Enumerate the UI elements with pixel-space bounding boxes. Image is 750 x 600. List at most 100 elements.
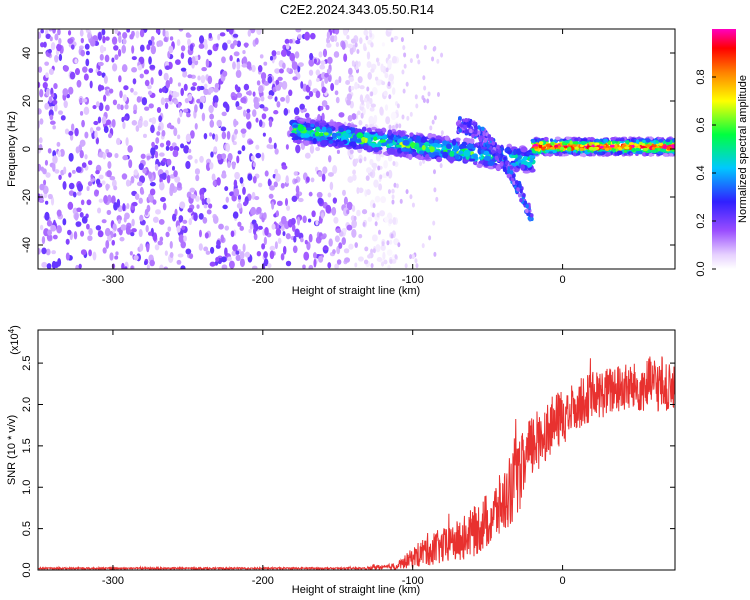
spectrogram-cell — [516, 148, 522, 156]
spectrogram-cell — [122, 31, 128, 39]
spectrogram-cell — [572, 141, 579, 145]
spectrogram-cell — [382, 251, 386, 260]
spectrogram-cell — [370, 263, 374, 269]
spectrogram-cell — [367, 216, 373, 222]
spectrogram-cell — [528, 154, 536, 159]
spectrogram-cell — [149, 188, 156, 196]
spectrogram-cell — [259, 104, 265, 109]
spectrogram-cell — [231, 250, 237, 257]
spectrogram-cell — [381, 141, 388, 147]
spectrogram-cell — [327, 192, 332, 198]
spectrogram-cell — [108, 88, 114, 94]
spectrogram-cell — [324, 72, 330, 78]
spectrogram-cell — [505, 160, 509, 165]
spectrogram-cell — [47, 148, 52, 154]
spectrogram-cell — [296, 216, 301, 226]
spectrogram-cell — [604, 147, 610, 151]
spectrogram-cell — [257, 225, 263, 230]
spectrogram-cell — [409, 58, 413, 64]
snr-y-axis: 0.0 0.5 1.0 1.5 2.0 2.5 — [21, 355, 675, 578]
spectrogram-cell — [51, 260, 57, 269]
spectrogram-cell — [346, 201, 353, 211]
spectrogram-cell — [286, 205, 291, 211]
spectrogram-cell — [193, 212, 198, 222]
spectrogram-cell — [358, 187, 364, 194]
spectrogram-cell — [563, 153, 569, 157]
spectrogram-cell — [253, 101, 260, 110]
spectrogram-cell — [182, 70, 188, 76]
spectrogram-cell — [625, 140, 630, 145]
spectrogram-cell — [96, 70, 102, 76]
spectrogram-cell — [148, 56, 152, 65]
spectrogram-cell — [158, 69, 163, 77]
spectrogram-cell — [376, 57, 380, 63]
spectrogram-cell — [205, 250, 211, 255]
spectrogram-cell — [63, 100, 68, 109]
spectrogram-cell — [433, 251, 437, 257]
spectrogram-cell — [647, 149, 653, 153]
spectrogram-cell — [370, 103, 376, 108]
spectrogram-cell — [86, 199, 92, 206]
spectrogram-cell — [315, 77, 320, 83]
spectrogram-y-axis: -40 -20 0 20 40 — [21, 47, 675, 253]
spectrogram-cell — [317, 197, 323, 205]
spectrogram-cell — [444, 135, 450, 141]
spectrogram-cell — [376, 256, 383, 263]
spectrogram-cell — [293, 107, 300, 115]
spectrogram-cell — [176, 39, 181, 47]
spectrogram-cell — [451, 138, 457, 146]
spectrogram-cell — [255, 117, 259, 123]
spectrogram-cell — [274, 168, 279, 175]
spectrogram-cell — [387, 29, 393, 32]
colorbar-tick-label: 0.6 — [695, 117, 707, 132]
spectrogram-cell — [313, 258, 317, 268]
spectrogram-cell — [54, 54, 59, 63]
spectrogram-cell — [190, 130, 195, 139]
spectrogram-cell — [194, 158, 198, 164]
spectrogram-cell — [227, 256, 232, 262]
spectrogram-cell — [75, 146, 80, 154]
spectrogram-cell — [520, 146, 528, 153]
spectrogram-cell — [159, 264, 164, 269]
spectrogram-cell — [207, 75, 213, 85]
spectrogram-cell — [315, 146, 321, 152]
spectrogram-cell — [445, 143, 452, 149]
spectrogram-cell — [357, 76, 363, 84]
spectrogram-cell — [232, 33, 239, 38]
spectrogram-cell — [330, 35, 336, 42]
spectrogram-cell — [347, 176, 354, 183]
spectrogram-cell — [174, 59, 181, 66]
spectrogram-cell — [389, 259, 393, 265]
spectrogram-cell — [169, 36, 174, 41]
spectrogram-cell — [104, 54, 110, 63]
spectrogram-cell — [181, 225, 186, 231]
spectrogram-cell — [38, 108, 42, 115]
spectrogram-cell — [440, 52, 444, 58]
spectrogram-cell — [117, 219, 122, 224]
spectrogram-cell — [88, 249, 92, 257]
spectrogram-cell — [356, 132, 364, 139]
spectrogram-cell — [197, 75, 201, 81]
spectrogram-cell — [388, 218, 393, 225]
spectrogram-cell — [40, 29, 44, 34]
spectrogram-cell — [89, 127, 94, 134]
spectrogram-cell — [465, 129, 469, 134]
spectrogram-cell — [315, 126, 320, 133]
spectrogram-cell — [252, 265, 258, 269]
spectrogram-cell — [356, 49, 360, 55]
spectrogram-cell — [253, 233, 258, 241]
spectrogram-cell — [366, 101, 370, 110]
spectrogram-cell — [169, 77, 173, 85]
spectrogram-cell — [373, 114, 378, 123]
spectrogram-cell — [139, 44, 145, 52]
spectrogram-cell — [334, 235, 340, 243]
spectrogram-cell — [81, 119, 85, 128]
spectrogram-cell — [131, 218, 135, 227]
spectrogram-cell — [348, 67, 353, 75]
spectrogram-cell — [191, 56, 196, 64]
spectrogram-cell — [415, 135, 422, 142]
spectrogram-cell — [629, 152, 634, 156]
spectrogram-cell — [216, 239, 221, 247]
spectrogram-cell — [79, 29, 84, 37]
spectrogram-cell — [309, 144, 315, 154]
